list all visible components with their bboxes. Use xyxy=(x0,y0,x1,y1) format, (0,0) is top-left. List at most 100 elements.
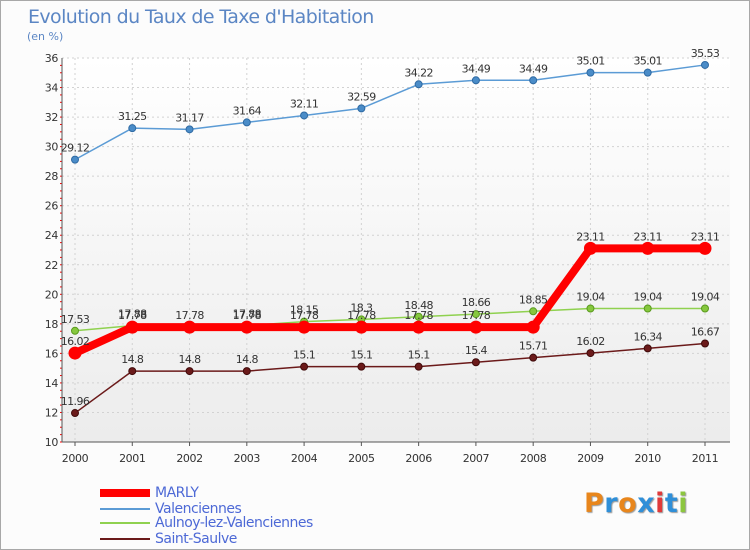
data-point-valenciennes xyxy=(300,111,309,120)
data-label-valenciennes: 31.17 xyxy=(175,111,204,124)
y-tick-label: 24 xyxy=(45,229,59,242)
data-label-marly: 17.78 xyxy=(404,309,433,322)
data-point-saint-saulve xyxy=(71,409,79,418)
logo-letter: P xyxy=(584,488,605,519)
series-line-marly xyxy=(71,244,709,358)
data-label-valenciennes: 32.59 xyxy=(347,90,376,103)
data-point-aulnoy xyxy=(643,304,652,313)
data-label-marly: 23.11 xyxy=(691,230,720,243)
data-label-valenciennes: 35.01 xyxy=(633,55,662,68)
data-labels: 11.96 14.8 14.8 14.8 15.1 15.1 15.1 15.4 15.71 16… xyxy=(61,47,721,408)
data-point-saint-saulve xyxy=(128,367,137,376)
data-label-valenciennes: 31.64 xyxy=(233,104,262,117)
data-point-saint-saulve xyxy=(643,344,652,353)
legend-item-saint-saulve: Saint-Saulve xyxy=(100,531,420,547)
data-label-valenciennes: 32.11 xyxy=(290,97,319,110)
data-label-valenciennes: 34.22 xyxy=(404,66,433,79)
series-line-saint-saulve xyxy=(74,342,706,414)
x-tick-label: 2009 xyxy=(577,452,604,465)
data-label-aulnoy: 18.3 xyxy=(350,301,373,314)
data-label-marly: 23.11 xyxy=(633,230,662,243)
data-label-aulnoy: 18.66 xyxy=(462,296,491,309)
data-point-marly xyxy=(68,346,82,360)
y-tick-label: 34 xyxy=(45,82,59,95)
data-point-saint-saulve xyxy=(242,367,251,376)
data-label-saint-saulve: 15.1 xyxy=(408,349,430,362)
data-label-aulnoy: 18.15 xyxy=(290,304,319,317)
x-tick-label: 2000 xyxy=(62,452,89,465)
data-point-valenciennes xyxy=(242,118,251,127)
data-point-valenciennes xyxy=(71,155,79,164)
data-point-valenciennes xyxy=(529,76,538,85)
data-label-saint-saulve: 15.71 xyxy=(519,340,548,353)
y-tick-label: 12 xyxy=(45,406,58,419)
data-point-valenciennes xyxy=(185,125,194,134)
logo-letter: t xyxy=(664,488,679,519)
legend-item-valenciennes: Valenciennes xyxy=(100,501,420,517)
legend-label-aulnoy: Aulnoy-lez-Valenciennes xyxy=(155,515,313,531)
legend-swatch-saint-saulve xyxy=(100,538,150,540)
data-point-marly xyxy=(583,241,597,255)
y-tick-label: 26 xyxy=(45,200,59,213)
logo-letter: r xyxy=(604,488,619,519)
data-label-marly: 16.02 xyxy=(61,335,90,348)
data-label-aulnoy: 18.85 xyxy=(519,293,548,306)
y-tick-label: 36 xyxy=(45,52,59,65)
legend-swatch-aulnoy xyxy=(100,522,150,524)
data-label-marly: 17.78 xyxy=(118,309,147,322)
legend-label-saint-saulve: Saint-Saulve xyxy=(155,531,237,547)
x-tick-label: 2007 xyxy=(463,452,490,465)
legend-swatch-valenciennes xyxy=(100,508,150,510)
data-point-marly xyxy=(526,320,540,334)
data-label-saint-saulve: 14.8 xyxy=(121,353,144,366)
data-label-valenciennes: 35.01 xyxy=(576,55,605,68)
data-point-aulnoy xyxy=(471,310,480,319)
data-label-valenciennes: 34.49 xyxy=(462,62,491,75)
data-label-aulnoy: 19.04 xyxy=(691,290,720,303)
x-tick-label: 2005 xyxy=(348,452,375,465)
y-tick-label: 18 xyxy=(45,318,59,331)
data-label-aulnoy: 19.04 xyxy=(576,290,605,303)
data-label-saint-saulve: 15.1 xyxy=(350,349,372,362)
data-point-valenciennes xyxy=(643,68,652,77)
logo-letter: i xyxy=(678,488,689,519)
data-point-saint-saulve xyxy=(357,362,366,371)
x-tick-label: 2010 xyxy=(635,452,662,465)
x-tick-label: 2006 xyxy=(405,452,432,465)
data-point-saint-saulve xyxy=(586,349,595,358)
data-label-saint-saulve: 15.4 xyxy=(465,344,488,357)
data-label-valenciennes: 29.12 xyxy=(61,142,90,155)
data-point-valenciennes xyxy=(128,124,137,133)
y-tick-label: 14 xyxy=(45,377,59,390)
data-point-aulnoy xyxy=(529,307,538,316)
chart-subtitle: (en %) xyxy=(27,30,64,43)
data-point-saint-saulve xyxy=(414,362,423,371)
data-point-saint-saulve xyxy=(529,353,538,362)
x-tick-label: 2001 xyxy=(119,452,145,465)
x-tick-label: 2011 xyxy=(692,452,718,465)
logo-letter: x xyxy=(637,488,656,519)
legend-swatch-marly xyxy=(100,489,150,497)
data-label-valenciennes: 34.49 xyxy=(519,62,548,75)
legend-item-aulnoy: Aulnoy-lez-Valenciennes xyxy=(100,515,420,531)
legend-item-marly: MARLY xyxy=(100,485,420,501)
x-tick-label: 2003 xyxy=(234,452,261,465)
data-label-saint-saulve: 14.8 xyxy=(178,353,201,366)
data-point-marly xyxy=(125,320,139,334)
data-point-saint-saulve xyxy=(300,362,309,371)
data-label-aulnoy: 18.48 xyxy=(404,299,433,312)
data-point-valenciennes xyxy=(414,80,423,89)
data-label-marly: 17.78 xyxy=(347,309,376,322)
data-point-saint-saulve xyxy=(471,358,480,367)
data-label-saint-saulve: 16.02 xyxy=(576,335,605,348)
y-tick-label: 30 xyxy=(45,141,59,154)
y-tick-label: 28 xyxy=(45,170,59,183)
series-lines xyxy=(68,60,712,418)
data-point-valenciennes xyxy=(471,76,480,85)
y-tick-label: 20 xyxy=(45,288,59,301)
series-line-valenciennes xyxy=(74,64,706,161)
data-point-aulnoy xyxy=(414,312,423,321)
data-label-saint-saulve: 11.96 xyxy=(61,395,90,408)
data-point-aulnoy xyxy=(701,304,709,313)
data-point-marly xyxy=(412,320,426,334)
